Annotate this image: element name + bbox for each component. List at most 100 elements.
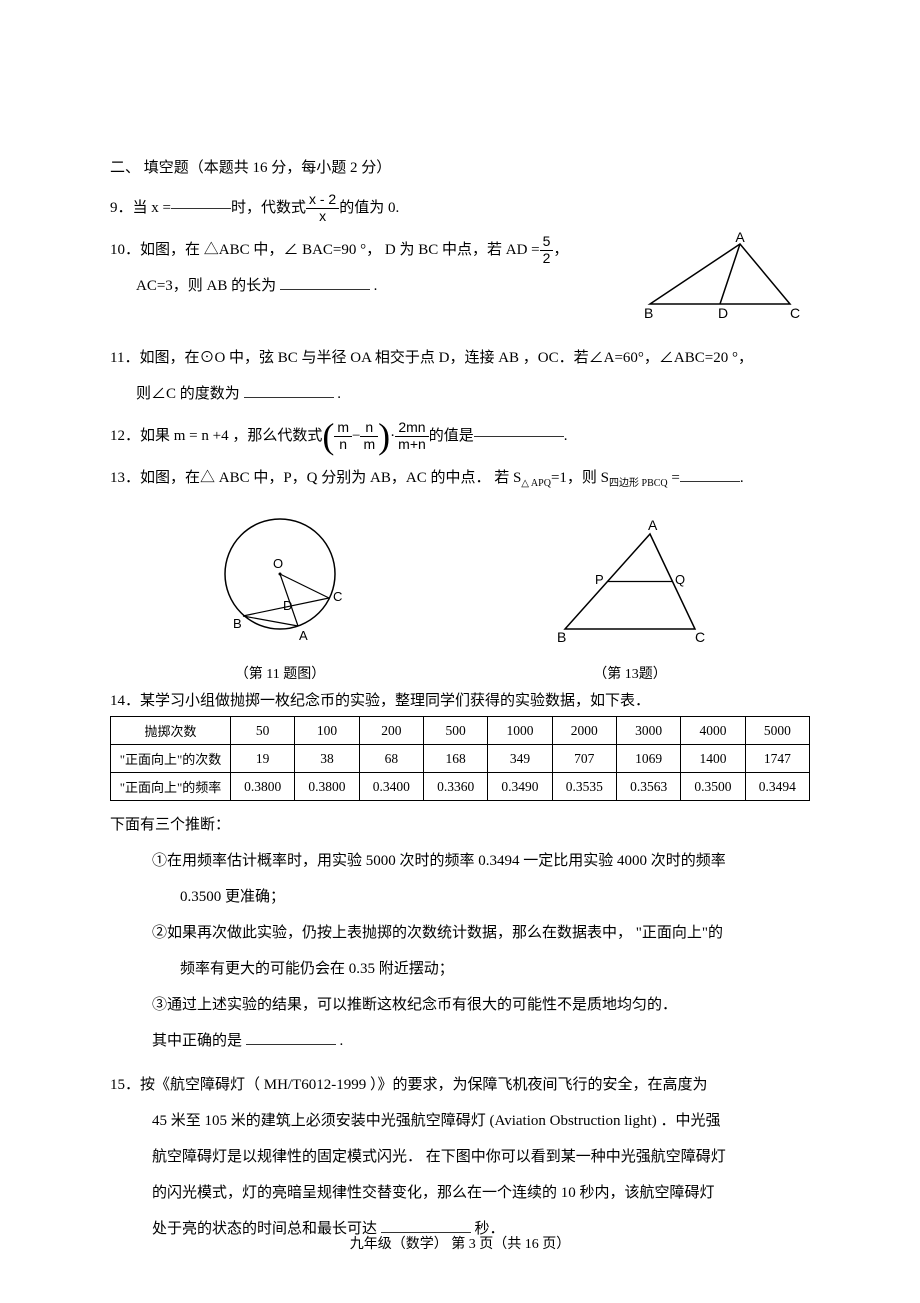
table-cell: 2000	[552, 717, 616, 745]
q13-e2: =	[668, 470, 680, 486]
q13-a: 13．如图，在△ ABC 中，P，Q 分别为 AB，AC 的中点． 若 S	[110, 470, 521, 486]
q10-blank	[280, 289, 370, 290]
q9-fraction: x - 2 x	[306, 192, 339, 224]
table-cell: 0.3800	[231, 773, 295, 801]
q14-ans-b: .	[340, 1033, 344, 1049]
q11-l2b: .	[337, 386, 341, 402]
lbl-D: D	[283, 598, 292, 613]
lbl-B: B	[233, 616, 242, 631]
q10-triangle-figure: A B D C	[630, 232, 810, 322]
table-cell: 0.3500	[681, 773, 745, 801]
q12-f1d: n	[334, 437, 352, 452]
fig13-caption: （第 13题）	[535, 663, 725, 683]
table-cell: 抛掷次数	[111, 717, 231, 745]
lbl-O: O	[273, 556, 283, 571]
lbl-B2: B	[557, 629, 566, 645]
q12-f2d: m	[360, 437, 378, 452]
table-cell: 100	[295, 717, 359, 745]
label-A: A	[735, 232, 745, 245]
table-cell: 349	[488, 745, 552, 773]
table-cell: 168	[423, 745, 487, 773]
table-cell: "正面向上"的次数	[111, 745, 231, 773]
table-cell: 0.3360	[423, 773, 487, 801]
q14-blank	[246, 1044, 336, 1045]
q12-minus: −	[352, 418, 360, 454]
table-cell: 0.3535	[552, 773, 616, 801]
q12-f1: m n	[334, 420, 352, 452]
q14-ans-a: 其中正确的是	[152, 1033, 246, 1049]
q14-answer: 其中正确的是 .	[110, 1023, 810, 1059]
paren-right-icon: )	[378, 418, 390, 454]
q9-mid: 时，代数式	[231, 190, 306, 226]
table-cell: 500	[423, 717, 487, 745]
table-cell: 1400	[681, 745, 745, 773]
question-11-line2: 则∠C 的度数为 .	[110, 376, 810, 412]
q14-i1a: ①在用频率估计概率时，用实验 5000 次时的频率 0.3494 一定比用实验 …	[110, 843, 810, 879]
q14-table: 抛掷次数5010020050010002000300040005000 "正面向…	[110, 716, 810, 801]
table-cell: 19	[231, 745, 295, 773]
q14-i2b: 频率有更大的可能仍会在 0.35 附近摆动；	[110, 951, 810, 987]
q10-num: 5	[540, 234, 554, 250]
table-cell: 3000	[616, 717, 680, 745]
table-header-row: 抛掷次数5010020050010002000300040005000	[111, 717, 810, 745]
table-cell: 5000	[745, 717, 809, 745]
question-10: 10．如图，在 △ABC 中，∠ BAC=90 °， D 为 BC 中点，若 A…	[110, 232, 810, 322]
q12-f2: n m	[360, 420, 378, 452]
page-footer: 九年级（数学） 第 3 页（共 16 页）	[0, 1233, 920, 1253]
q13-triangle-figure: A B C P Q	[535, 514, 725, 654]
table-cell: 200	[359, 717, 423, 745]
lbl-A: A	[299, 628, 308, 643]
question-13: 13．如图，在△ ABC 中，P，Q 分别为 AB，AC 的中点． 若 S△ A…	[110, 460, 810, 496]
table-cell: 38	[295, 745, 359, 773]
table-cell: 707	[552, 745, 616, 773]
table-cell: 4000	[681, 717, 745, 745]
table-cell: 1747	[745, 745, 809, 773]
q14-after: 下面有三个推断：	[110, 807, 810, 843]
label-B: B	[644, 305, 653, 321]
table-cell: 68	[359, 745, 423, 773]
q15-l4: 的闪光模式，灯的亮暗呈规律性交替变化，那么在一个连续的 10 秒内，该航空障碍灯	[110, 1175, 810, 1211]
q10-line1: 10．如图，在 △ABC 中，∠ BAC=90 °， D 为 BC 中点，若 A…	[110, 232, 540, 268]
table-row: "正面向上"的频率0.38000.38000.34000.33600.34900…	[111, 773, 810, 801]
table-cell: 0.3563	[616, 773, 680, 801]
question-14-intro: 14．某学习小组做抛掷一枚纪念币的实验，整理同学们获得的实验数据，如下表．	[110, 689, 810, 710]
question-15-line1: 15．按《航空障碍灯（ MH/T6012-1999 ）》的要求，为保障飞机夜间飞…	[110, 1067, 810, 1103]
table-cell: 0.3400	[359, 773, 423, 801]
q10-fraction: 5 2	[540, 234, 554, 266]
q13-s1: △ APQ	[521, 478, 551, 489]
lbl-P: P	[595, 572, 604, 587]
figure-row: O D C B A （第 11 题图） A B C P Q （第 13题）	[110, 504, 810, 683]
q13-e1: =1，则 S	[551, 470, 609, 486]
table-cell: 0.3494	[745, 773, 809, 801]
q10-period: .	[374, 278, 378, 294]
q10-den: 2	[540, 251, 554, 266]
label-D: D	[718, 305, 728, 321]
q9-frac-num: x - 2	[306, 192, 339, 208]
q14-i2a: ②如果再次做此实验，仍按上表抛掷的次数统计数据，那么在数据表中， "正面向上"的	[110, 915, 810, 951]
q10-line2: AC=3，则 AB 的长为	[136, 278, 280, 294]
table-cell: 0.3800	[295, 773, 359, 801]
lbl-Q: Q	[675, 572, 685, 587]
q12-blank	[474, 436, 564, 437]
section-heading: 二、 填空题（本题共 16 分，每小题 2 分）	[110, 150, 810, 186]
q14-i3: ③通过上述实验的结果，可以推断这枚纪念币有很大的可能性不是质地均匀的．	[110, 987, 810, 1023]
q12-f3d: m+n	[395, 437, 429, 452]
q14-i1b: 0.3500 更准确；	[110, 879, 810, 915]
lbl-C2: C	[695, 629, 705, 645]
q13-s2: 四边形 PBCQ	[609, 478, 668, 489]
q9-blank	[171, 208, 231, 209]
q15-l3: 航空障碍灯是以规律性的固定模式闪光． 在下图中你可以看到某一种中光强航空障碍灯	[110, 1139, 810, 1175]
q9-frac-den: x	[306, 209, 339, 224]
q12-f3n: 2mn	[395, 420, 429, 436]
table-row: "正面向上"的次数193868168349707106914001747	[111, 745, 810, 773]
table-cell: 1000	[488, 717, 552, 745]
q12-suffix: .	[564, 418, 568, 454]
label-C: C	[790, 305, 800, 321]
paren-left-icon: (	[322, 418, 334, 454]
q9-suffix: 的值为 0.	[339, 190, 399, 226]
q12-f2n: n	[360, 420, 378, 436]
q9-prefix: 9．当 x =	[110, 190, 171, 226]
q13-blank	[680, 481, 740, 482]
fig11-caption: （第 11 题图）	[195, 663, 365, 683]
table-cell: 1069	[616, 745, 680, 773]
